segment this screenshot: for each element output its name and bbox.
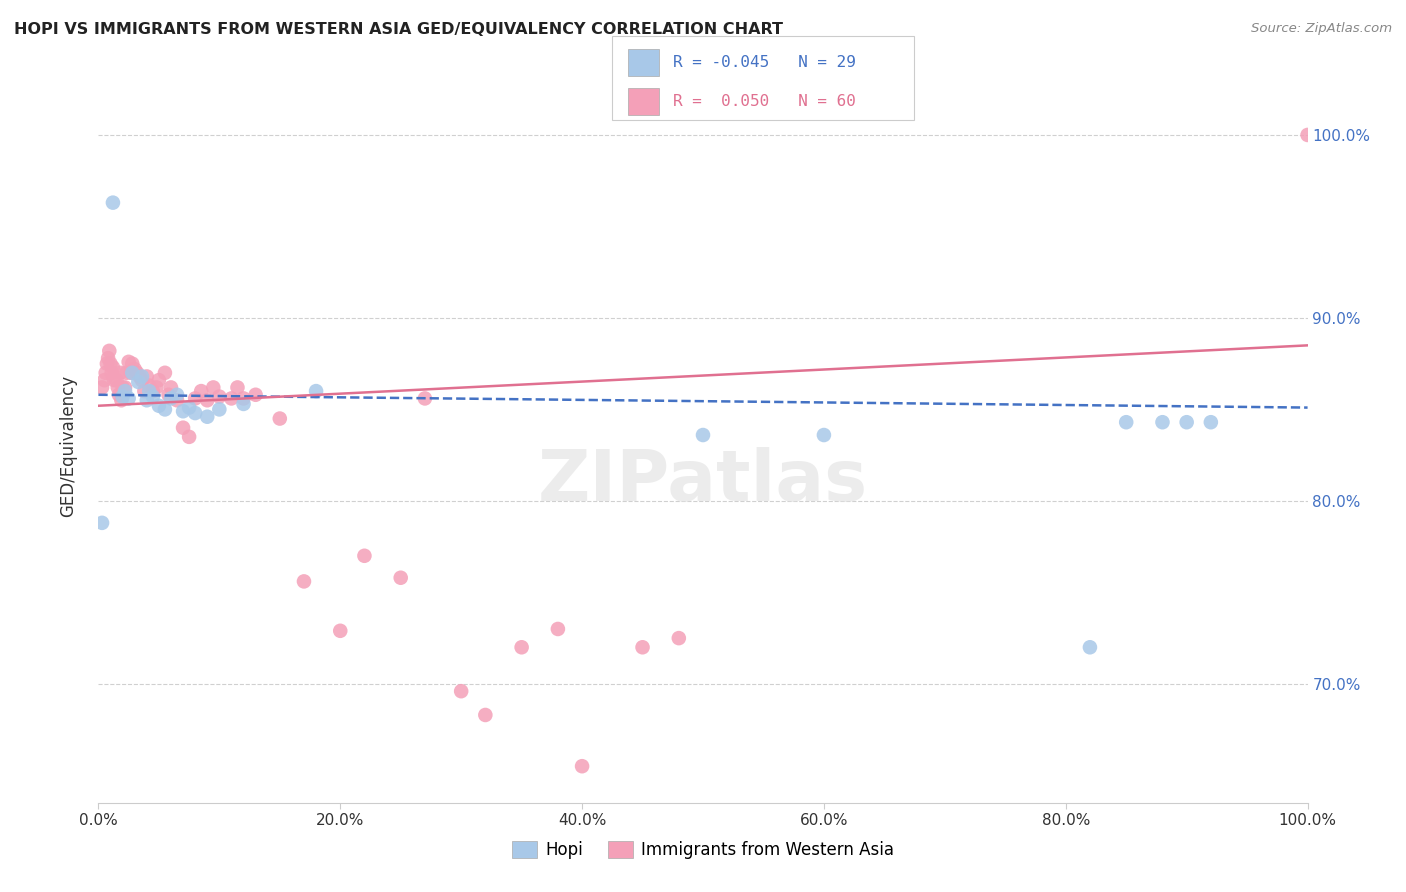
Point — [692, 428, 714, 442]
Text: HOPI VS IMMIGRANTS FROM WESTERN ASIA GED/EQUIVALENCY CORRELATION CHART: HOPI VS IMMIGRANTS FROM WESTERN ASIA GED… — [14, 22, 783, 37]
Point — [329, 624, 352, 638]
Point — [110, 393, 132, 408]
Y-axis label: GED/Equivalency: GED/Equivalency — [59, 375, 77, 517]
Point — [100, 366, 122, 380]
Point — [96, 357, 118, 371]
Point — [131, 369, 153, 384]
Point — [208, 390, 231, 404]
Point — [93, 373, 115, 387]
Text: R = -0.045   N = 29: R = -0.045 N = 29 — [673, 55, 856, 70]
Point — [148, 373, 170, 387]
Point — [148, 399, 170, 413]
Text: ZIPatlas: ZIPatlas — [538, 447, 868, 516]
Point — [1199, 415, 1222, 429]
Point — [353, 549, 375, 563]
Point — [1115, 415, 1137, 429]
Text: Source: ZipAtlas.com: Source: ZipAtlas.com — [1251, 22, 1392, 36]
Point — [1078, 640, 1101, 655]
Point — [245, 388, 267, 402]
Point — [668, 631, 690, 645]
Point — [179, 430, 201, 444]
Point — [120, 366, 142, 380]
Point — [91, 380, 114, 394]
Point — [226, 380, 249, 394]
Point — [97, 351, 120, 366]
Point — [305, 384, 328, 398]
Point — [184, 406, 207, 420]
Point — [94, 366, 117, 380]
Point — [127, 375, 149, 389]
Point — [142, 390, 165, 404]
Legend: Hopi, Immigrants from Western Asia: Hopi, Immigrants from Western Asia — [512, 840, 894, 859]
Point — [160, 392, 183, 406]
Point — [108, 388, 131, 402]
Point — [474, 708, 496, 723]
Point — [134, 384, 156, 398]
Point — [103, 373, 125, 387]
Point — [124, 362, 146, 376]
Point — [135, 393, 157, 408]
Point — [153, 402, 176, 417]
Point — [157, 388, 180, 402]
Point — [269, 411, 291, 425]
Point — [1152, 415, 1174, 429]
Point — [221, 392, 243, 406]
Point — [547, 622, 569, 636]
Point — [571, 759, 593, 773]
Point — [145, 380, 167, 394]
Point — [179, 401, 201, 415]
Point — [195, 393, 218, 408]
Point — [195, 409, 218, 424]
Point — [111, 390, 134, 404]
Point — [118, 392, 141, 406]
Point — [101, 195, 124, 210]
Point — [166, 393, 188, 408]
Point — [172, 420, 194, 434]
Point — [450, 684, 472, 698]
Point — [138, 378, 160, 392]
Point — [208, 402, 231, 417]
Point — [813, 428, 835, 442]
Point — [131, 373, 153, 387]
Point — [232, 392, 254, 406]
Point — [389, 571, 412, 585]
Point — [108, 366, 131, 380]
Point — [413, 392, 436, 406]
Point — [100, 357, 122, 371]
Point — [111, 380, 134, 394]
Point — [232, 397, 254, 411]
Point — [184, 392, 207, 406]
Point — [118, 355, 141, 369]
Text: R =  0.050   N = 60: R = 0.050 N = 60 — [673, 95, 856, 110]
Point — [172, 404, 194, 418]
Point — [115, 366, 138, 380]
Point — [1175, 415, 1198, 429]
Point — [166, 388, 188, 402]
Point — [190, 384, 212, 398]
Point — [1296, 128, 1319, 142]
Point — [121, 357, 143, 371]
Point — [114, 380, 136, 394]
Point — [202, 380, 225, 394]
Point — [98, 343, 121, 358]
Point — [160, 380, 183, 394]
Point — [142, 384, 165, 398]
Point — [292, 574, 315, 589]
Point — [107, 380, 129, 394]
Point — [121, 366, 143, 380]
Point — [510, 640, 533, 655]
Point — [135, 369, 157, 384]
Point — [91, 516, 114, 530]
Point — [128, 369, 150, 384]
Point — [114, 384, 136, 398]
Point — [127, 366, 149, 380]
Point — [105, 373, 128, 387]
Point — [153, 366, 176, 380]
Point — [138, 384, 160, 398]
Point — [631, 640, 654, 655]
Point — [101, 360, 124, 375]
